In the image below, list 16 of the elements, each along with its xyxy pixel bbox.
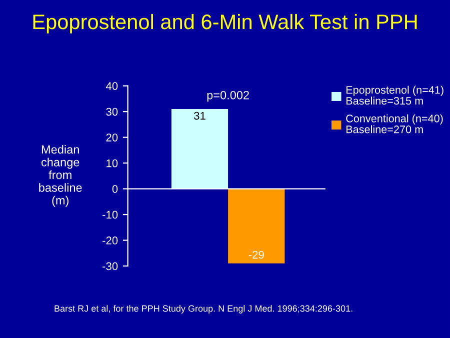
annotation: p=0.002: [207, 90, 249, 102]
y-tick-label: 0: [112, 185, 118, 193]
data-label: 31: [194, 112, 206, 120]
text: Barst RJ et al, for the PPH Study Group. N Engl J Med. 1996;334:296-301.: [54, 305, 352, 314]
y-tick-label: -30: [102, 262, 118, 270]
y-axis-title: Median change from baseline (m): [39, 144, 82, 207]
y-tick-label: -10: [102, 210, 118, 219]
y-tick-label: 10: [106, 159, 118, 168]
chart-title: Epoprostenol and 6-Min Walk Test in PPH: [33, 14, 417, 34]
y-tick-label: -20: [102, 236, 118, 244]
data-label: -29: [248, 250, 264, 259]
legend-label: Epoprostenol (n=41) Baseline=315 m: [346, 86, 444, 105]
legend-label: Conventional (n=40) Baseline=270 m: [346, 114, 443, 134]
y-tick-label: 30: [106, 108, 118, 116]
y-tick-label: 20: [106, 134, 118, 142]
y-tick-label: 40: [106, 82, 118, 90]
